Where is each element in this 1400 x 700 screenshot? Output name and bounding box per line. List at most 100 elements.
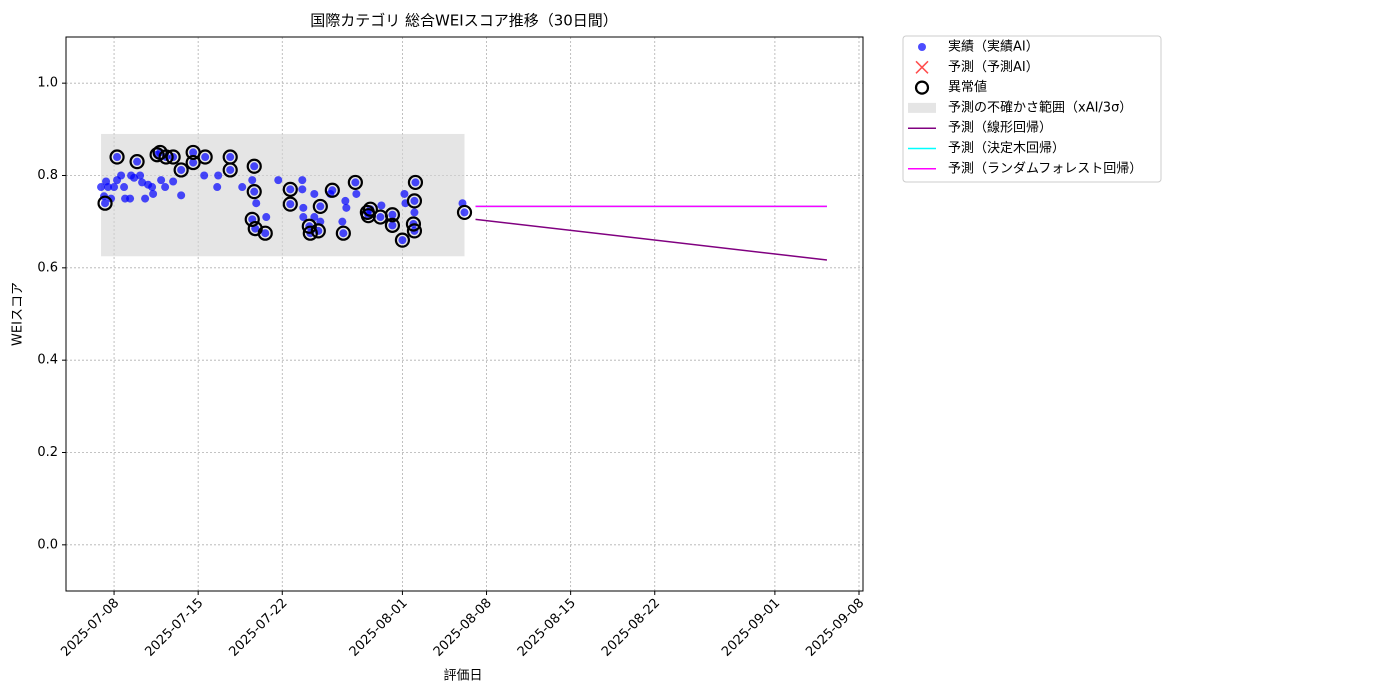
x-axis-label: 評価日 xyxy=(443,669,482,684)
anomaly-ring xyxy=(384,217,401,233)
anomaly-ring xyxy=(173,162,189,178)
actual-point xyxy=(177,165,186,174)
anomaly-ring xyxy=(97,195,113,211)
anomaly-ring xyxy=(324,182,340,198)
actual-point xyxy=(352,189,361,198)
actual-point xyxy=(328,186,337,195)
actual-point xyxy=(110,183,119,192)
actual-point xyxy=(117,171,126,180)
actual-point xyxy=(214,171,223,180)
anomaly-ring xyxy=(246,184,262,200)
anomaly-ring xyxy=(257,225,273,241)
chart-title: 国際カテゴリ 総合WEIスコア推移（30日間） xyxy=(310,12,618,30)
actual-point xyxy=(238,183,247,192)
actual-point xyxy=(136,171,145,180)
anomaly-ring xyxy=(347,174,363,191)
actual-point xyxy=(262,213,271,222)
actual-point xyxy=(169,177,178,186)
x-tick-label: 2025-09-08 xyxy=(803,596,867,660)
legend-glyph xyxy=(914,80,930,95)
anomaly-ring xyxy=(282,181,298,197)
anomaly-ring xyxy=(384,207,401,223)
actual-point xyxy=(460,208,469,217)
actual-point xyxy=(261,229,270,238)
anomaly-ring xyxy=(406,223,423,239)
actual-point xyxy=(141,194,150,203)
actual-point xyxy=(189,148,198,157)
actual-point xyxy=(338,217,347,226)
actual-point xyxy=(400,189,409,198)
prediction-line xyxy=(475,218,828,261)
actual-point xyxy=(157,176,166,185)
actual-point xyxy=(398,236,407,245)
actual-point xyxy=(351,178,360,187)
x-tick-label: 2025-07-15 xyxy=(142,596,206,660)
actual-point xyxy=(120,183,129,192)
actual-point xyxy=(341,196,350,205)
anomaly-ring xyxy=(312,198,328,215)
x-tick-label: 2025-09-01 xyxy=(719,596,783,660)
actual-point xyxy=(298,185,307,194)
actual-point xyxy=(299,203,308,212)
actual-point xyxy=(388,210,397,219)
legend-label: 予測（予測AI） xyxy=(948,60,1039,75)
y-tick-label: 0.0 xyxy=(37,537,58,552)
actual-point xyxy=(130,173,139,182)
actual-point xyxy=(138,178,147,187)
anomaly-ring xyxy=(282,196,298,212)
anomaly-ring xyxy=(406,193,423,209)
anomaly-ring xyxy=(456,204,473,221)
actual-point xyxy=(252,199,261,208)
actual-point xyxy=(377,201,386,210)
y-tick-label: 0.6 xyxy=(37,260,58,275)
y-axis-label: WEIスコア xyxy=(11,282,26,346)
legend-label: 予測の不確かさ範囲（xAI/3σ） xyxy=(948,99,1132,115)
actual-point xyxy=(101,199,110,208)
x-tick-label: 2025-08-15 xyxy=(515,596,579,660)
legend-glyph xyxy=(918,43,926,51)
actual-point xyxy=(310,189,319,198)
anomaly-ring xyxy=(310,223,326,239)
actual-point xyxy=(299,213,308,222)
actual-point xyxy=(310,213,319,222)
actual-point xyxy=(298,176,307,185)
actual-point xyxy=(201,153,210,162)
anomaly-ring xyxy=(158,149,174,165)
anomaly-ring xyxy=(301,218,317,234)
actual-point xyxy=(200,171,209,180)
actual-point xyxy=(286,200,295,209)
actual-point xyxy=(133,157,142,166)
anomaly-ring xyxy=(394,232,411,248)
anomaly-ring xyxy=(405,216,422,232)
x-tick-label: 2025-07-22 xyxy=(227,596,291,660)
y-tick-label: 1.0 xyxy=(37,76,58,91)
legend-label: 異常値 xyxy=(948,79,987,95)
actual-point xyxy=(250,162,259,171)
actual-point xyxy=(411,178,420,187)
anomaly-ring xyxy=(109,149,125,165)
actual-point xyxy=(410,208,419,217)
legend-label: 予測（線形回帰） xyxy=(948,120,1052,136)
actual-point xyxy=(410,196,419,205)
actual-point xyxy=(161,183,170,192)
actual-point xyxy=(189,158,198,167)
anomaly-ring xyxy=(165,149,181,165)
legend-label: 実績（実績AI） xyxy=(948,39,1039,55)
actual-point xyxy=(226,153,235,162)
anomaly-ring xyxy=(185,154,201,171)
y-tick-label: 0.4 xyxy=(37,353,58,368)
anomaly-ring xyxy=(244,211,260,227)
anomaly-ring xyxy=(222,162,238,178)
legend-label: 予測（ランダムフォレスト回帰） xyxy=(948,160,1142,176)
actual-point xyxy=(388,221,397,230)
x-tick-label: 2025-08-22 xyxy=(599,596,663,660)
legend-glyph xyxy=(915,60,929,74)
legend-label: 予測（決定木回帰） xyxy=(948,140,1065,156)
actual-point xyxy=(339,229,348,238)
legend-box xyxy=(902,35,1162,183)
actual-point xyxy=(113,153,122,162)
actual-point xyxy=(104,183,113,192)
actual-point xyxy=(97,183,106,192)
